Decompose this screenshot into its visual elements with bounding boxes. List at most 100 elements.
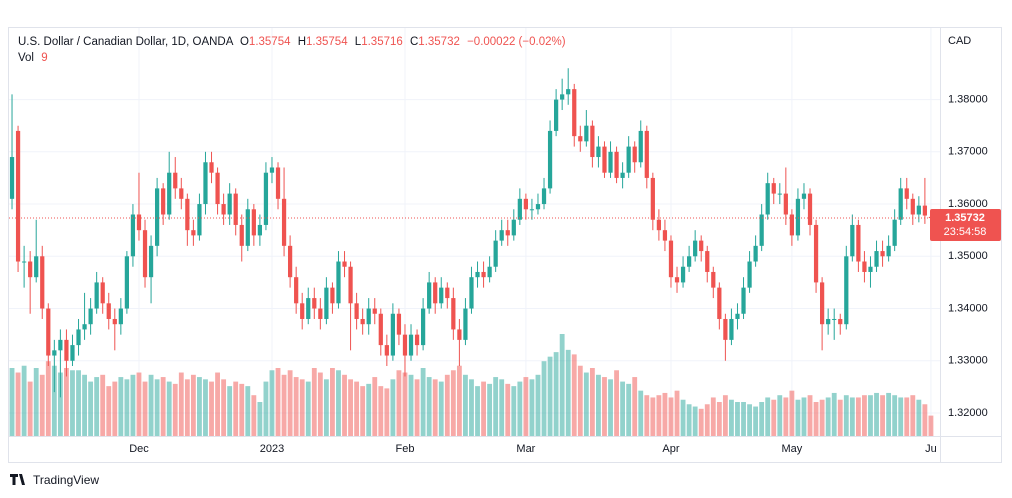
volume-bar — [880, 395, 885, 436]
candle-body — [257, 224, 263, 236]
volume-bar — [469, 379, 474, 436]
candle-body — [112, 318, 117, 325]
candle-body — [439, 287, 444, 304]
volume-bar — [33, 368, 39, 436]
candle-body — [161, 188, 166, 215]
volume-bar — [209, 381, 214, 436]
x-tick-label: Mar — [516, 443, 535, 455]
volume-bar — [172, 383, 178, 436]
volume-bar — [632, 377, 638, 436]
ohlc-value: 1.35716 — [361, 36, 403, 48]
candle-body — [626, 146, 631, 173]
volume-bar — [88, 381, 94, 436]
currency: CAD — [948, 35, 971, 47]
candle-body — [58, 339, 63, 351]
candle-body — [566, 89, 571, 95]
candle-body — [457, 329, 462, 340]
candle-body — [294, 277, 299, 304]
candle-body — [777, 193, 782, 195]
volume-bar — [735, 402, 740, 436]
candle-body — [100, 282, 105, 304]
candle-body — [287, 245, 293, 278]
volume-bar — [523, 377, 529, 436]
candle-body — [64, 339, 69, 361]
candle-body — [511, 219, 516, 236]
candle-body — [130, 214, 136, 257]
volume-bar — [396, 370, 402, 436]
candle-body — [312, 298, 317, 309]
volume-bar — [729, 399, 734, 436]
volume-bar — [378, 386, 384, 436]
symbol-title: U.S. Dollar / Canadian Dollar, 1D, OANDA — [18, 36, 234, 48]
volume-bar — [886, 392, 892, 436]
volume-bar — [547, 356, 553, 436]
candle-body — [572, 89, 577, 137]
volume-bar — [644, 395, 650, 436]
volume-bar — [354, 381, 360, 436]
volume-bar — [420, 368, 426, 436]
candle-body — [209, 162, 214, 173]
volume-bar — [874, 392, 879, 436]
volume-bar — [317, 372, 323, 436]
candle-body — [819, 282, 825, 325]
candle-body — [354, 303, 359, 319]
candle-body — [560, 94, 565, 100]
volume-bar — [904, 397, 910, 436]
candle-body — [433, 282, 438, 304]
candle-body — [529, 209, 535, 211]
candle-body — [469, 277, 474, 309]
candle-body — [221, 204, 226, 215]
volume-bar — [444, 374, 450, 436]
candle-body — [167, 172, 172, 215]
candle-body — [402, 334, 408, 356]
volume-bar — [849, 397, 855, 436]
volume-bar — [323, 379, 329, 436]
candle-body — [106, 303, 111, 319]
volume-bar — [710, 397, 716, 436]
volume-bar — [432, 379, 438, 436]
candle-body — [475, 271, 480, 278]
volume-bar — [57, 372, 63, 436]
volume-bar — [384, 388, 390, 436]
candle-body — [420, 308, 426, 346]
candle-body — [832, 318, 837, 320]
volume-bar — [892, 395, 898, 436]
volume-legend: Vol 9 — [18, 52, 48, 64]
volume-bar — [311, 368, 317, 436]
ohlc-value: 1.35754 — [249, 36, 291, 48]
candle-body — [711, 271, 716, 288]
candle-body — [245, 209, 250, 246]
candle-body — [553, 99, 559, 131]
candle-body — [783, 193, 788, 215]
candle-body — [850, 224, 855, 257]
x-tick-label: Apr — [662, 443, 679, 455]
candle-body — [9, 157, 15, 199]
candle-body — [306, 298, 311, 319]
volume-bar — [408, 374, 414, 436]
volume-bar — [275, 368, 281, 436]
candle-body — [916, 205, 921, 215]
volume-bar — [638, 390, 644, 436]
volume-bar — [221, 379, 227, 436]
volume-bar — [438, 381, 444, 436]
candle-body — [699, 240, 704, 252]
candle-body — [596, 146, 601, 158]
volume-bar — [64, 368, 69, 436]
volume-bar — [184, 379, 190, 436]
volume-bar — [577, 365, 583, 436]
candle-body — [693, 240, 698, 257]
y-tick-label: 1.37000 — [948, 146, 988, 158]
volume-bar — [668, 397, 674, 436]
candle-body — [275, 167, 281, 199]
candle-body — [892, 219, 897, 246]
volume-bar — [589, 368, 595, 436]
candle-body — [336, 261, 341, 304]
volume-bar — [765, 397, 771, 436]
volume-bar — [862, 395, 867, 436]
volume-bar — [124, 379, 130, 436]
volume-bar — [716, 402, 722, 436]
candle-body — [148, 245, 154, 278]
volume-bar — [868, 395, 873, 436]
candle-body — [541, 188, 547, 205]
last-price-label: 1.35732 — [945, 212, 985, 224]
